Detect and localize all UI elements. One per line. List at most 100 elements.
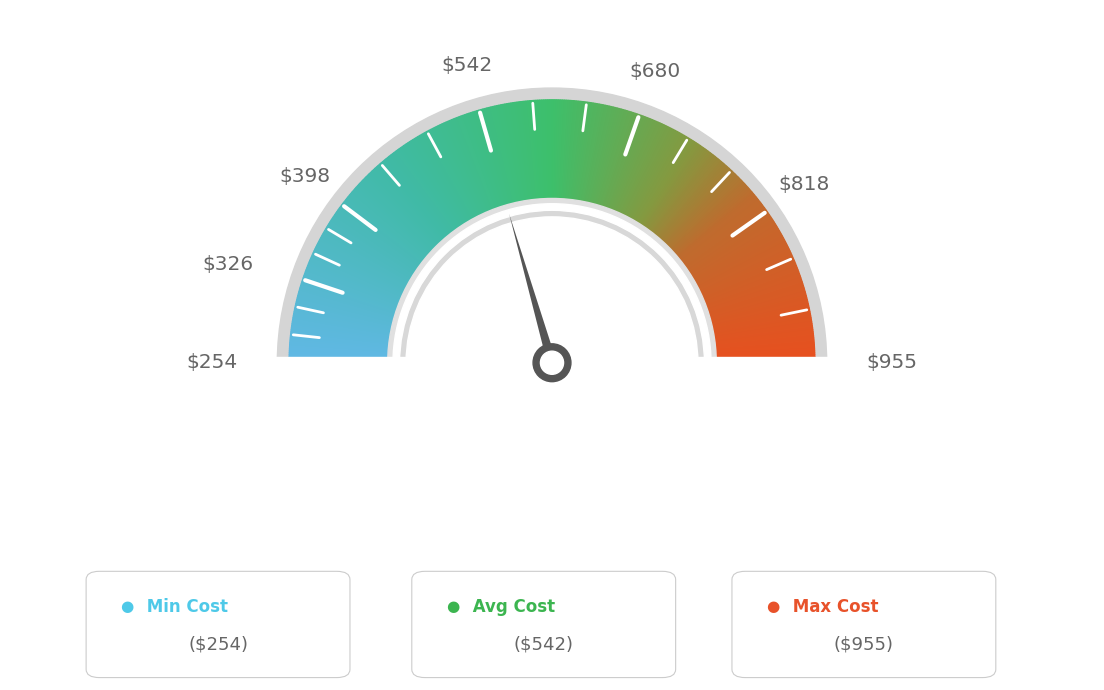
Wedge shape <box>698 244 787 290</box>
Wedge shape <box>339 206 421 267</box>
Wedge shape <box>696 238 784 286</box>
Wedge shape <box>644 146 701 228</box>
Wedge shape <box>290 334 390 346</box>
Wedge shape <box>682 205 764 266</box>
Wedge shape <box>646 148 704 230</box>
Wedge shape <box>707 282 803 313</box>
Wedge shape <box>680 200 760 263</box>
Wedge shape <box>714 338 814 348</box>
Wedge shape <box>354 188 431 255</box>
Wedge shape <box>584 105 605 203</box>
Wedge shape <box>290 336 390 347</box>
Wedge shape <box>714 342 815 351</box>
Wedge shape <box>622 125 666 216</box>
Wedge shape <box>393 204 711 363</box>
Wedge shape <box>675 190 752 257</box>
Wedge shape <box>291 326 391 341</box>
Wedge shape <box>396 150 456 232</box>
Wedge shape <box>712 317 811 336</box>
Wedge shape <box>650 152 711 233</box>
Wedge shape <box>681 201 761 264</box>
Text: $818: $818 <box>778 175 830 195</box>
Wedge shape <box>710 297 807 324</box>
Wedge shape <box>715 353 815 357</box>
Wedge shape <box>714 344 815 353</box>
Wedge shape <box>463 115 498 209</box>
Wedge shape <box>585 106 607 204</box>
Wedge shape <box>630 132 680 221</box>
Text: ●: ● <box>766 599 779 614</box>
Wedge shape <box>403 146 460 228</box>
Wedge shape <box>715 357 815 360</box>
Wedge shape <box>289 342 390 351</box>
Wedge shape <box>700 253 792 296</box>
Wedge shape <box>420 135 471 221</box>
Wedge shape <box>599 112 631 208</box>
Wedge shape <box>678 197 757 261</box>
Wedge shape <box>631 133 682 221</box>
Wedge shape <box>320 236 410 286</box>
Wedge shape <box>592 108 617 205</box>
Wedge shape <box>490 107 516 204</box>
Wedge shape <box>711 306 809 328</box>
Wedge shape <box>300 284 396 315</box>
Wedge shape <box>340 205 422 266</box>
Polygon shape <box>509 214 556 378</box>
Wedge shape <box>305 272 400 308</box>
Wedge shape <box>465 114 499 209</box>
Wedge shape <box>573 102 587 201</box>
Wedge shape <box>331 219 416 275</box>
Wedge shape <box>425 131 475 220</box>
Wedge shape <box>656 160 721 238</box>
Wedge shape <box>660 166 728 242</box>
Wedge shape <box>634 135 686 222</box>
Wedge shape <box>625 128 671 217</box>
Wedge shape <box>338 208 421 268</box>
Wedge shape <box>696 239 785 288</box>
Wedge shape <box>302 279 397 313</box>
Wedge shape <box>482 108 510 206</box>
Wedge shape <box>360 181 434 251</box>
Wedge shape <box>487 108 512 205</box>
Wedge shape <box>467 113 500 208</box>
Wedge shape <box>638 139 693 225</box>
Wedge shape <box>715 361 815 363</box>
Wedge shape <box>367 175 437 248</box>
Wedge shape <box>637 139 691 224</box>
Wedge shape <box>633 135 684 221</box>
Wedge shape <box>401 146 459 229</box>
Text: $254: $254 <box>187 353 237 372</box>
Wedge shape <box>296 304 393 327</box>
Wedge shape <box>299 289 395 319</box>
Wedge shape <box>485 108 511 205</box>
Wedge shape <box>676 192 753 258</box>
Wedge shape <box>555 100 560 200</box>
Wedge shape <box>289 359 389 362</box>
Wedge shape <box>347 197 426 261</box>
Wedge shape <box>651 155 714 235</box>
Wedge shape <box>619 124 662 215</box>
Wedge shape <box>519 101 533 201</box>
Wedge shape <box>505 104 524 202</box>
Wedge shape <box>427 130 476 219</box>
Wedge shape <box>611 117 649 211</box>
Wedge shape <box>693 230 781 282</box>
Wedge shape <box>554 100 559 200</box>
Wedge shape <box>693 233 782 283</box>
Wedge shape <box>614 120 655 213</box>
Wedge shape <box>411 139 466 225</box>
Wedge shape <box>350 194 427 259</box>
Wedge shape <box>327 226 413 279</box>
Text: ●: ● <box>120 599 134 614</box>
Wedge shape <box>372 170 442 244</box>
Wedge shape <box>298 293 395 321</box>
Wedge shape <box>694 236 784 286</box>
Wedge shape <box>535 100 543 200</box>
Wedge shape <box>707 277 802 311</box>
Text: Max Cost: Max Cost <box>787 598 879 615</box>
Wedge shape <box>698 245 788 291</box>
Wedge shape <box>713 319 811 337</box>
Wedge shape <box>406 217 698 363</box>
Wedge shape <box>381 161 447 239</box>
Wedge shape <box>713 326 813 341</box>
